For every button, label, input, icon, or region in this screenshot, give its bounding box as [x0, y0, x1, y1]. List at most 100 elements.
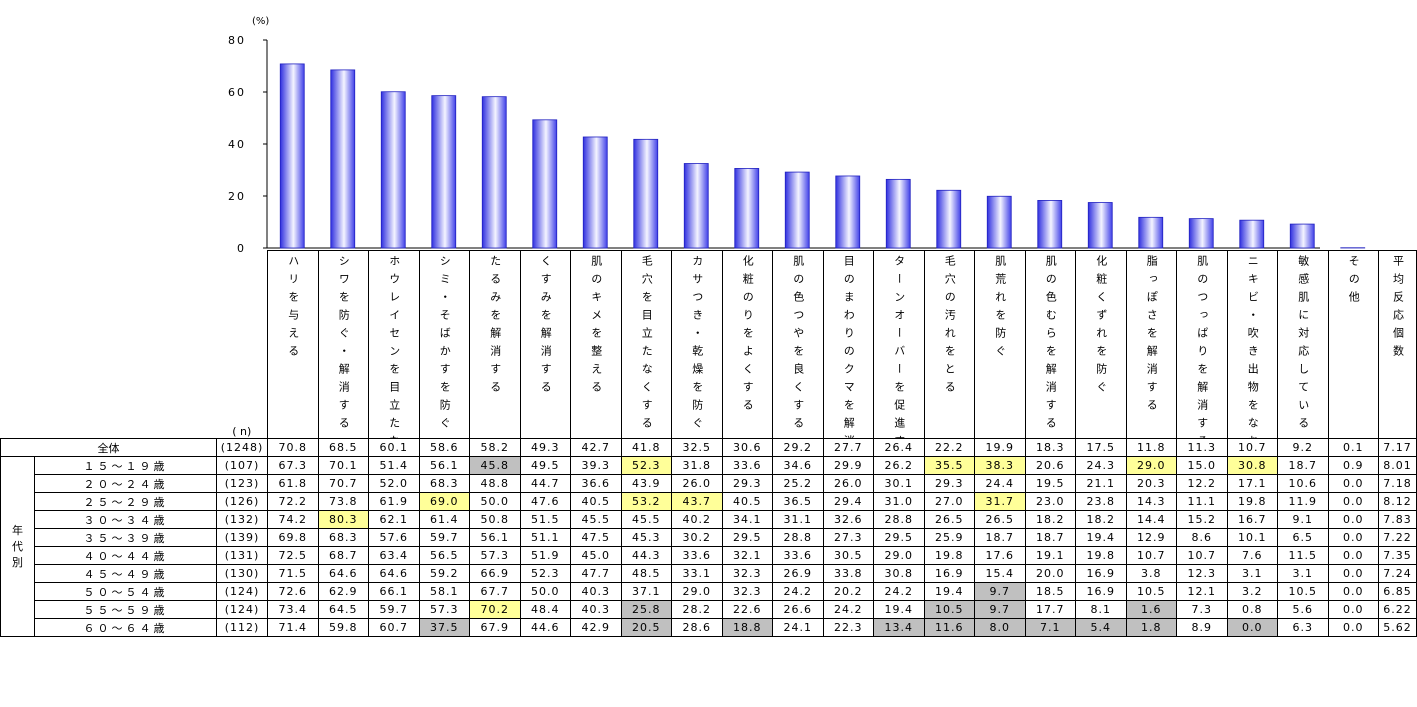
value-cell: 59.7 [418, 528, 470, 547]
value-cell: 58.1 [418, 582, 470, 601]
value-cell: 24.2 [873, 582, 925, 601]
column-header: 肌のつっぱりを解消する [1176, 250, 1228, 439]
value-cell: 29.0 [671, 582, 723, 601]
value-cell: 44.7 [519, 474, 571, 493]
table-row: 年代別 １５～１９歳 (107) 67.3 70.1 51.4 56.1 45.8 49.5 39… [0, 456, 1417, 637]
value-cell: 15.0 [1176, 456, 1228, 475]
value-cell: 3.8 [1125, 564, 1177, 583]
column-header: 肌の色つやを良くする [772, 250, 824, 439]
value-cell: 45.0 [570, 546, 622, 565]
bar [835, 175, 861, 249]
value-cell: 16.9 [1075, 564, 1127, 583]
column-header-label: 目のまわりのクマを解消する [842, 255, 856, 439]
value-cell: 42.9 [570, 618, 622, 637]
value-cell: 53.2 [620, 492, 672, 511]
value-cell: 62.9 [317, 582, 369, 601]
value-cell: 14.4 [1125, 510, 1177, 529]
value-cell: 47.5 [570, 528, 622, 547]
column-header-label: 肌のキメを整える [589, 255, 603, 399]
row-label: ２５～２９歳 [34, 492, 217, 511]
value-cell: 45.3 [620, 528, 672, 547]
value-cell: 73.4 [267, 600, 319, 619]
value-cell: 44.3 [620, 546, 672, 565]
avg-cell: 7.83 [1378, 510, 1417, 529]
bar [1138, 216, 1164, 249]
value-cell: 47.6 [519, 492, 571, 511]
value-cell: 26.4 [873, 438, 925, 457]
y-tick-label: 80 [228, 34, 246, 47]
avg-cell: 6.85 [1378, 582, 1417, 601]
value-cell: 37.1 [620, 582, 672, 601]
value-cell: 49.5 [519, 456, 571, 475]
value-cell: 45.5 [570, 510, 622, 529]
y-tick-label: 60 [228, 86, 246, 99]
value-cell: 3.1 [1226, 564, 1278, 583]
value-cell: 0.0 [1327, 564, 1379, 583]
value-cell: 10.5 [1277, 582, 1329, 601]
column-header: 化粧くずれを防ぐ [1075, 250, 1127, 439]
value-cell: 40.3 [570, 582, 622, 601]
table-row: ５５～５９歳 (124) 73.4 64.5 59.7 57.3 70.2 48.4 40.3 2… [1, 600, 1417, 619]
value-cell: 71.4 [267, 618, 319, 637]
value-cell: 30.5 [822, 546, 874, 565]
value-cell: 8.6 [1176, 528, 1228, 547]
bar [1239, 219, 1265, 249]
column-header-label: 毛穴の汚れをとる [943, 255, 957, 399]
column-header-label: シミ・そばかすを防ぐ・解消する [438, 255, 452, 439]
value-cell: 51.4 [368, 456, 420, 475]
column-header: 毛穴を目立たなくする [620, 250, 672, 439]
value-cell: 70.7 [317, 474, 369, 493]
column-header: くすみを解消する [519, 250, 571, 439]
value-cell: 28.8 [772, 528, 824, 547]
value-cell: 57.6 [368, 528, 420, 547]
value-cell: 10.7 [1125, 546, 1177, 565]
column-header-label: ホウレイセンを目立たなくする [387, 255, 401, 439]
value-cell: 11.8 [1125, 438, 1177, 457]
value-cell: 32.1 [721, 546, 773, 565]
row-label: ２０～２４歳 [34, 474, 217, 493]
n-cell: (132) [216, 510, 268, 529]
column-header-label: 敏感肌に対応している [1296, 255, 1310, 435]
value-cell: 32.6 [822, 510, 874, 529]
value-cell: 47.7 [570, 564, 622, 583]
value-cell: 52.0 [368, 474, 420, 493]
table-row: ４０～４４歳 (131) 72.5 68.7 63.4 56.5 57.3 51.9 45.0 4… [1, 546, 1417, 565]
value-cell: 1.6 [1125, 600, 1177, 619]
value-cell: 30.8 [873, 564, 925, 583]
bar [734, 168, 760, 249]
value-cell: 24.1 [772, 618, 824, 637]
value-cell: 7.6 [1226, 546, 1278, 565]
column-header: ニキビ・吹き出物をなおす [1226, 250, 1278, 439]
value-cell: 10.7 [1176, 546, 1228, 565]
column-header-label: 肌の色つやを良くする [791, 255, 805, 435]
value-cell: 8.1 [1075, 600, 1127, 619]
value-cell: 20.6 [1024, 456, 1076, 475]
value-cell: 27.3 [822, 528, 874, 547]
value-cell: 56.5 [418, 546, 470, 565]
value-cell: 0.0 [1226, 618, 1278, 637]
value-cell: 67.3 [267, 456, 319, 475]
bar [481, 96, 507, 249]
value-cell: 11.5 [1277, 546, 1329, 565]
value-cell: 34.1 [721, 510, 773, 529]
row-label: ４０～４４歳 [34, 546, 217, 565]
value-cell: 18.5 [1024, 582, 1076, 601]
value-cell: 71.5 [267, 564, 319, 583]
value-cell: 69.8 [267, 528, 319, 547]
n-cell: (124) [216, 600, 268, 619]
value-cell: 10.5 [1125, 582, 1177, 601]
value-cell: 48.4 [519, 600, 571, 619]
value-cell: 1.8 [1125, 618, 1177, 637]
value-cell: 61.8 [267, 474, 319, 493]
column-header: シワを防ぐ・解消する [317, 250, 369, 439]
value-cell: 10.6 [1277, 474, 1329, 493]
value-cell: 80.3 [317, 510, 369, 529]
value-cell: 58.2 [469, 438, 521, 457]
value-cell: 12.2 [1176, 474, 1228, 493]
bar [1188, 218, 1214, 249]
column-header: カサつき・乾燥を防ぐ [671, 250, 723, 439]
value-cell: 50.8 [469, 510, 521, 529]
row-label: ３０～３４歳 [34, 510, 217, 529]
table-row: 全体 (1248) 70.8 68.5 60.1 58.6 58.2 49.3 42.7 41.8… [0, 438, 1417, 457]
value-cell: 3.1 [1277, 564, 1329, 583]
